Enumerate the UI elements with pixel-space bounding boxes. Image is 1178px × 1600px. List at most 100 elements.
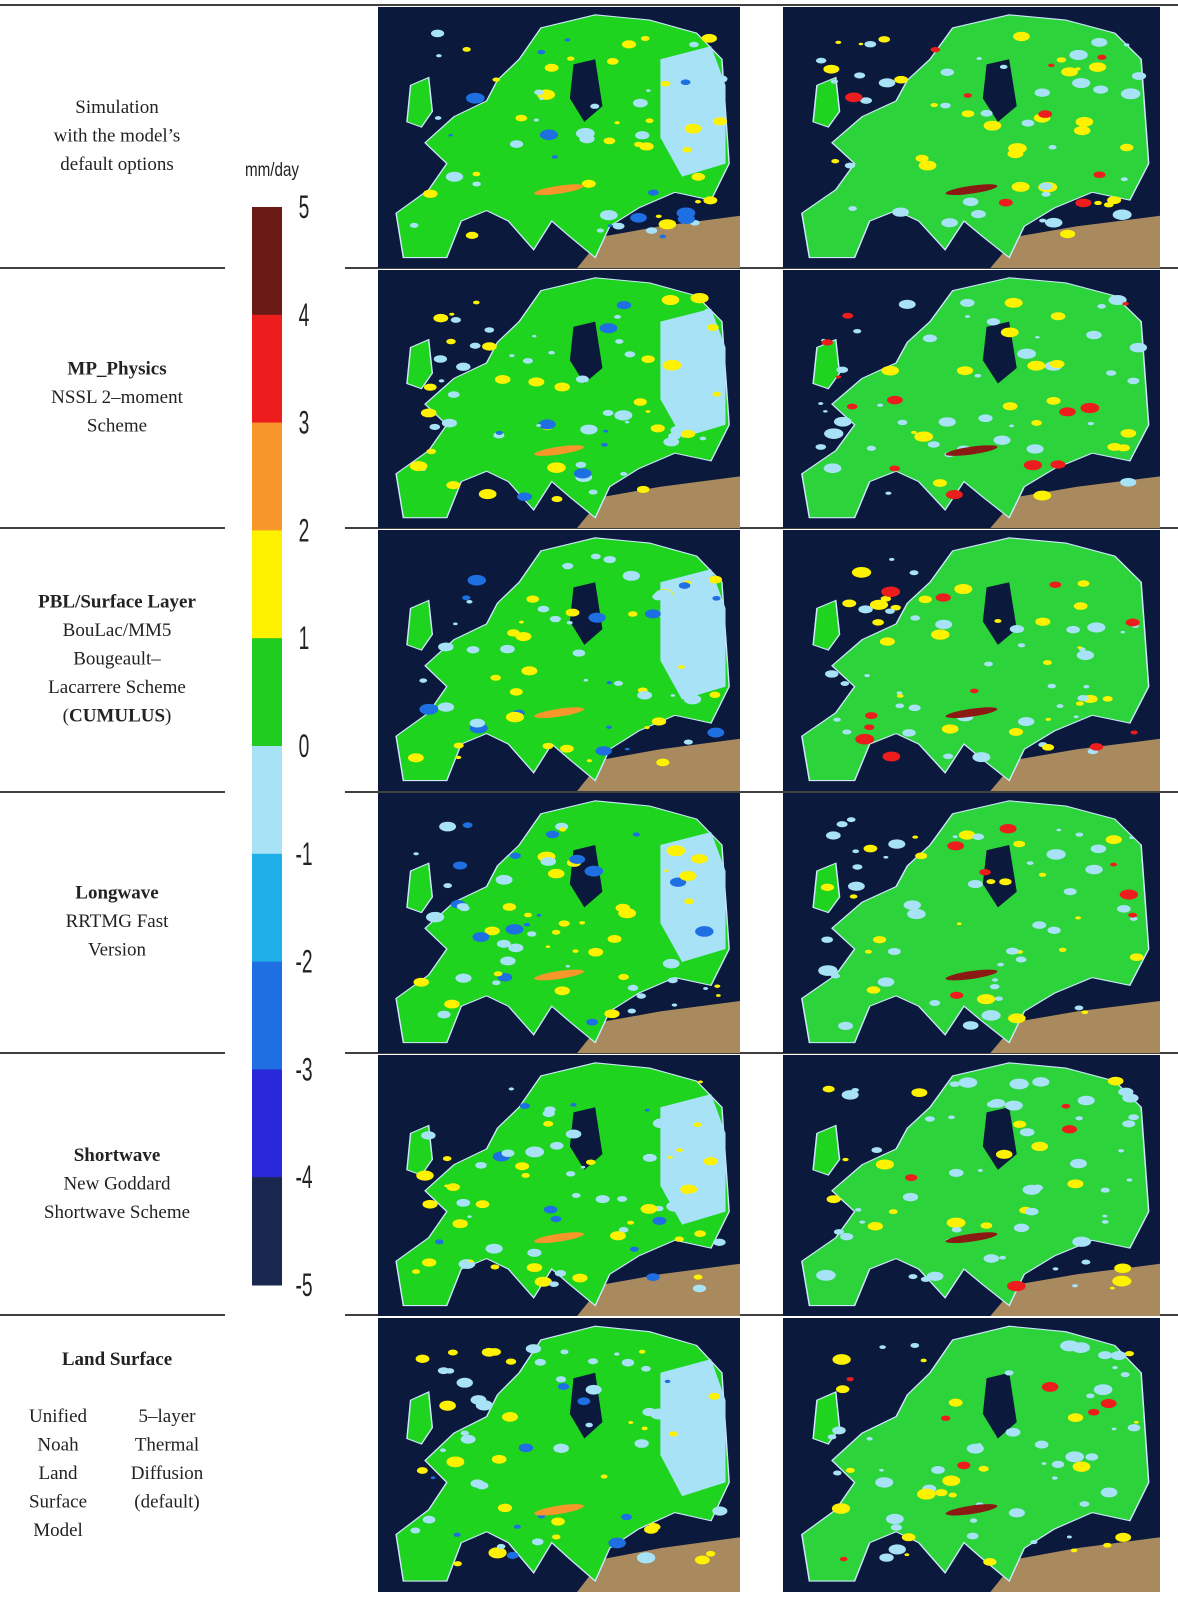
map-spot — [707, 728, 724, 738]
map-spot — [883, 856, 888, 859]
map-spot — [1120, 889, 1138, 899]
map-spot — [585, 866, 604, 877]
map-spot — [1031, 420, 1042, 426]
map-spot — [472, 182, 481, 187]
map-spot — [586, 1019, 598, 1026]
map-spot — [999, 878, 1011, 885]
colorbar-tick-label: 2 — [299, 512, 310, 548]
map-spot — [601, 443, 608, 447]
map-spot — [628, 1421, 633, 1424]
map-spot — [1032, 1185, 1043, 1191]
colorbar-tick-label: 5 — [299, 189, 310, 225]
map-spot — [426, 449, 436, 454]
map-spot — [438, 1367, 450, 1374]
map-spot — [1000, 65, 1008, 69]
map-spot — [880, 637, 895, 645]
map-spot — [545, 64, 559, 72]
map-spot — [1068, 1413, 1083, 1422]
map-spot — [604, 556, 616, 563]
map-spot — [963, 198, 979, 207]
map-spot — [566, 965, 570, 968]
map-spot — [496, 875, 513, 885]
map-spot — [876, 1159, 894, 1169]
map-spot — [677, 208, 696, 219]
map-spot — [942, 1476, 960, 1486]
map-spot — [1081, 1260, 1090, 1265]
map-spot — [971, 210, 986, 218]
map-spot — [646, 118, 654, 123]
map-spot — [608, 935, 622, 943]
map-spot — [834, 417, 852, 427]
map-spot — [614, 681, 623, 686]
map-spot — [666, 1201, 685, 1212]
map-spot — [986, 879, 995, 884]
map-spot — [537, 914, 541, 917]
map-spot — [510, 688, 523, 695]
map-spot — [1077, 695, 1088, 701]
map-spot — [847, 1377, 854, 1381]
colorbar-tick-label: -4 — [295, 1159, 312, 1195]
map-spot — [608, 1538, 625, 1549]
map-spot — [566, 1130, 582, 1139]
map-spot — [644, 726, 649, 729]
map-spot — [1064, 888, 1077, 895]
map-spot — [1127, 378, 1139, 385]
map-spot — [1093, 171, 1105, 178]
map-spot — [700, 437, 706, 441]
map-spot — [622, 1359, 634, 1367]
map-spot — [1088, 1409, 1099, 1416]
map-spot — [457, 1378, 473, 1388]
map-spot — [456, 363, 470, 371]
map-spot — [1074, 602, 1088, 610]
map-spot — [706, 1551, 715, 1557]
map-spot — [438, 702, 454, 711]
map-spot — [421, 408, 437, 417]
map-spot — [603, 430, 608, 433]
map-spot — [662, 295, 680, 305]
map-spot — [497, 940, 511, 948]
map-spot — [695, 1555, 710, 1564]
map-spot — [946, 490, 963, 499]
map-spot — [610, 1231, 626, 1240]
map-spot — [419, 678, 427, 682]
map-spot — [976, 57, 982, 60]
map-spot — [634, 398, 647, 406]
map-spot — [881, 366, 899, 376]
map-spot — [939, 417, 956, 426]
map-spot — [614, 121, 619, 124]
map-spot — [435, 1239, 444, 1244]
map-spot — [451, 317, 461, 323]
map-spot — [580, 425, 597, 435]
map-spot — [621, 1514, 632, 1521]
row-line: Surface — [29, 1492, 87, 1513]
map-spot — [424, 384, 437, 391]
map-spot — [1033, 491, 1051, 501]
map-spot — [659, 235, 666, 239]
map-spot — [708, 644, 718, 650]
map-spot — [842, 1158, 848, 1161]
map-spot — [538, 606, 550, 613]
map-spot — [892, 208, 909, 217]
map-spot — [656, 215, 662, 218]
map-spot — [981, 1222, 993, 1228]
row-line: with the model’s — [54, 126, 181, 147]
map-spot — [442, 419, 457, 428]
map-spot — [832, 1427, 846, 1435]
map-spot — [473, 301, 480, 305]
map-spot — [669, 101, 676, 105]
map-spot — [435, 116, 442, 120]
map-spot — [535, 1277, 552, 1287]
map-spot — [681, 79, 691, 85]
row-title: Shortwave — [74, 1145, 161, 1166]
row-line: BouLac/MM5 — [63, 620, 172, 641]
map-spot — [462, 595, 470, 600]
row-line: default options — [60, 154, 173, 175]
map-spot — [702, 1429, 713, 1436]
map-spot — [1102, 1220, 1109, 1224]
map-spot — [588, 1358, 598, 1364]
map-spot — [668, 1156, 673, 1159]
map-spot — [676, 1148, 683, 1152]
map-spot — [577, 1397, 590, 1405]
map-spot — [995, 996, 1003, 1001]
colorbar-segment — [252, 1177, 282, 1285]
